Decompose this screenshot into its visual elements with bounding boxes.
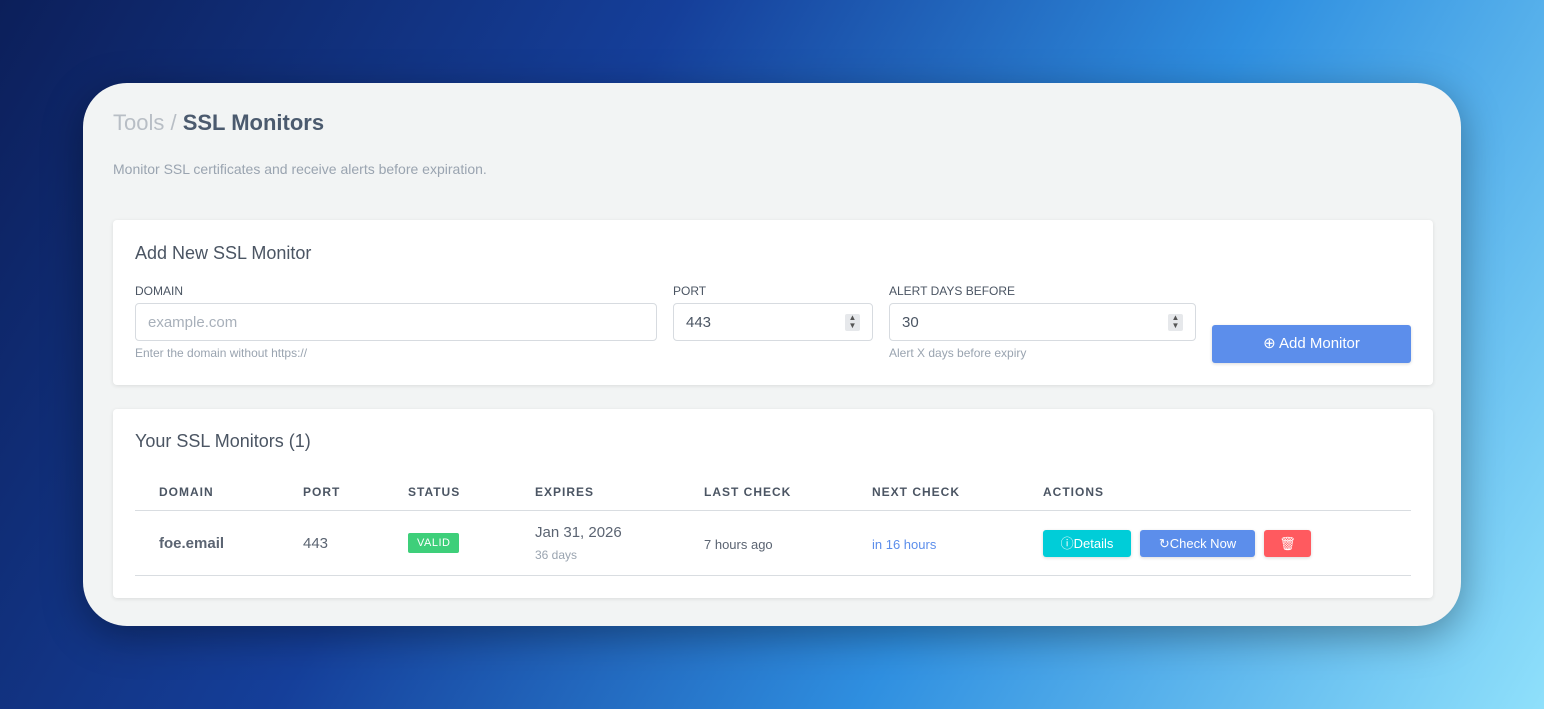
- check-now-label: Check Now: [1169, 536, 1237, 551]
- breadcrumb: Tools / SSL Monitors: [113, 110, 325, 135]
- check-now-button[interactable]: ↻Check Now: [1140, 530, 1255, 557]
- page-title: SSL Monitors: [182, 110, 325, 135]
- row-expires: Jan 31, 2026: [535, 524, 622, 541]
- col-port: PORT: [303, 485, 341, 499]
- card-title: Your SSL Monitors (1): [135, 431, 311, 451]
- alert-days-hint: Alert X days before expiry: [889, 346, 1027, 360]
- domain-input[interactable]: example.com: [135, 303, 657, 341]
- page-subtitle: Monitor SSL certificates and receive ale…: [113, 161, 487, 177]
- row-port: 443: [303, 535, 329, 552]
- row-last-check: 7 hours ago: [704, 537, 773, 552]
- trash-icon: 🗑: [1279, 536, 1296, 551]
- details-button[interactable]: ⓘDetails: [1043, 530, 1131, 557]
- row-next-check: in 16 hours: [872, 537, 937, 552]
- alert-days-value: 30: [902, 314, 919, 331]
- domain-label: DOMAIN: [135, 284, 183, 298]
- alert-days-label: ALERT DAYS BEFORE: [889, 284, 1016, 298]
- add-monitor-label: Add Monitor: [1279, 335, 1360, 352]
- stepper-icon[interactable]: ▲ ▼: [845, 314, 860, 331]
- col-next-check: NEXT CHECK: [872, 485, 961, 499]
- row-domain: foe.email: [159, 535, 225, 552]
- app-window: Tools / SSL Monitors Monitor SSL certifi…: [83, 83, 1461, 626]
- port-input[interactable]: 443 ▲ ▼: [673, 303, 873, 341]
- status-badge: VALID: [408, 533, 460, 553]
- delete-button[interactable]: 🗑: [1264, 530, 1311, 557]
- card-title: Add New SSL Monitor: [135, 243, 312, 263]
- refresh-icon: ↻: [1158, 536, 1170, 551]
- details-label: Details: [1073, 536, 1114, 551]
- port-label: PORT: [673, 284, 707, 298]
- divider: [135, 575, 1411, 576]
- breadcrumb-parent[interactable]: Tools: [113, 110, 165, 135]
- alert-days-input[interactable]: 30 ▲ ▼: [889, 303, 1196, 341]
- col-last-check: LAST CHECK: [704, 485, 792, 499]
- divider: [135, 510, 1411, 511]
- col-actions: ACTIONS: [1043, 485, 1104, 499]
- add-monitor-card: Add New SSL Monitor DOMAIN example.com E…: [113, 220, 1433, 385]
- col-domain: DOMAIN: [159, 485, 214, 499]
- col-status: STATUS: [408, 485, 461, 499]
- plus-circle-icon: ⊕: [1263, 335, 1276, 352]
- info-icon: ⓘ: [1060, 536, 1074, 551]
- port-value: 443: [686, 314, 712, 331]
- row-expires-in: 36 days: [535, 548, 578, 562]
- col-expires: EXPIRES: [535, 485, 595, 499]
- monitors-card: Your SSL Monitors (1) DOMAIN PORT STATUS…: [113, 409, 1433, 598]
- stepper-icon[interactable]: ▲ ▼: [1168, 314, 1183, 331]
- domain-hint: Enter the domain without https://: [135, 346, 308, 360]
- add-monitor-button[interactable]: ⊕ Add Monitor: [1212, 325, 1411, 363]
